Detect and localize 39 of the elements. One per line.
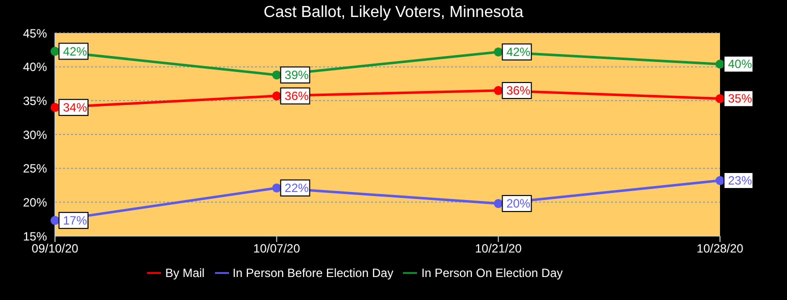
- y-tick-label: 35%: [22, 94, 48, 108]
- point: [272, 91, 282, 100]
- point: [494, 86, 503, 96]
- legend-label: In Person Before Election Day: [232, 266, 394, 280]
- y-tick-label: 30%: [22, 128, 48, 142]
- point: [272, 183, 282, 192]
- point: [50, 102, 60, 112]
- data-label: 40%: [728, 57, 752, 72]
- y-tick-label: 40%: [22, 60, 48, 74]
- x-tick-label: 10/21/20: [474, 242, 522, 256]
- x-tick-label: 10/28/20: [696, 242, 744, 256]
- point: [494, 199, 503, 208]
- chart-title: Cast Ballot, Likely Voters, Minnesota: [262, 3, 524, 23]
- data-label: 39%: [284, 68, 310, 82]
- point: [50, 46, 60, 56]
- point: [716, 94, 724, 104]
- y-tick-label: 20%: [22, 195, 48, 210]
- data-label: 34%: [63, 100, 88, 114]
- point: [494, 47, 503, 56]
- data-label: 22%: [284, 180, 310, 195]
- data-label: 17%: [63, 213, 88, 228]
- data-label: 42%: [63, 44, 88, 58]
- data-label: 36%: [284, 88, 310, 103]
- legend-label: By Mail: [165, 266, 205, 280]
- point: [716, 60, 724, 69]
- point: [50, 216, 60, 225]
- data-label: 36%: [506, 84, 531, 98]
- point: [272, 70, 282, 80]
- x-tick-label: 09/10/20: [32, 242, 79, 256]
- data-label: 23%: [728, 174, 752, 188]
- y-tick-label: 25%: [22, 162, 48, 176]
- y-tick-label: 45%: [22, 26, 48, 40]
- data-label: 35%: [728, 92, 752, 106]
- y-tick-label: 15%: [22, 229, 48, 244]
- data-label: 20%: [506, 196, 531, 211]
- point: [716, 176, 724, 186]
- x-tick-label: 10/07/20: [253, 242, 300, 256]
- legend-label: In Person On Election Day: [421, 266, 563, 280]
- data-label: 42%: [506, 44, 531, 59]
